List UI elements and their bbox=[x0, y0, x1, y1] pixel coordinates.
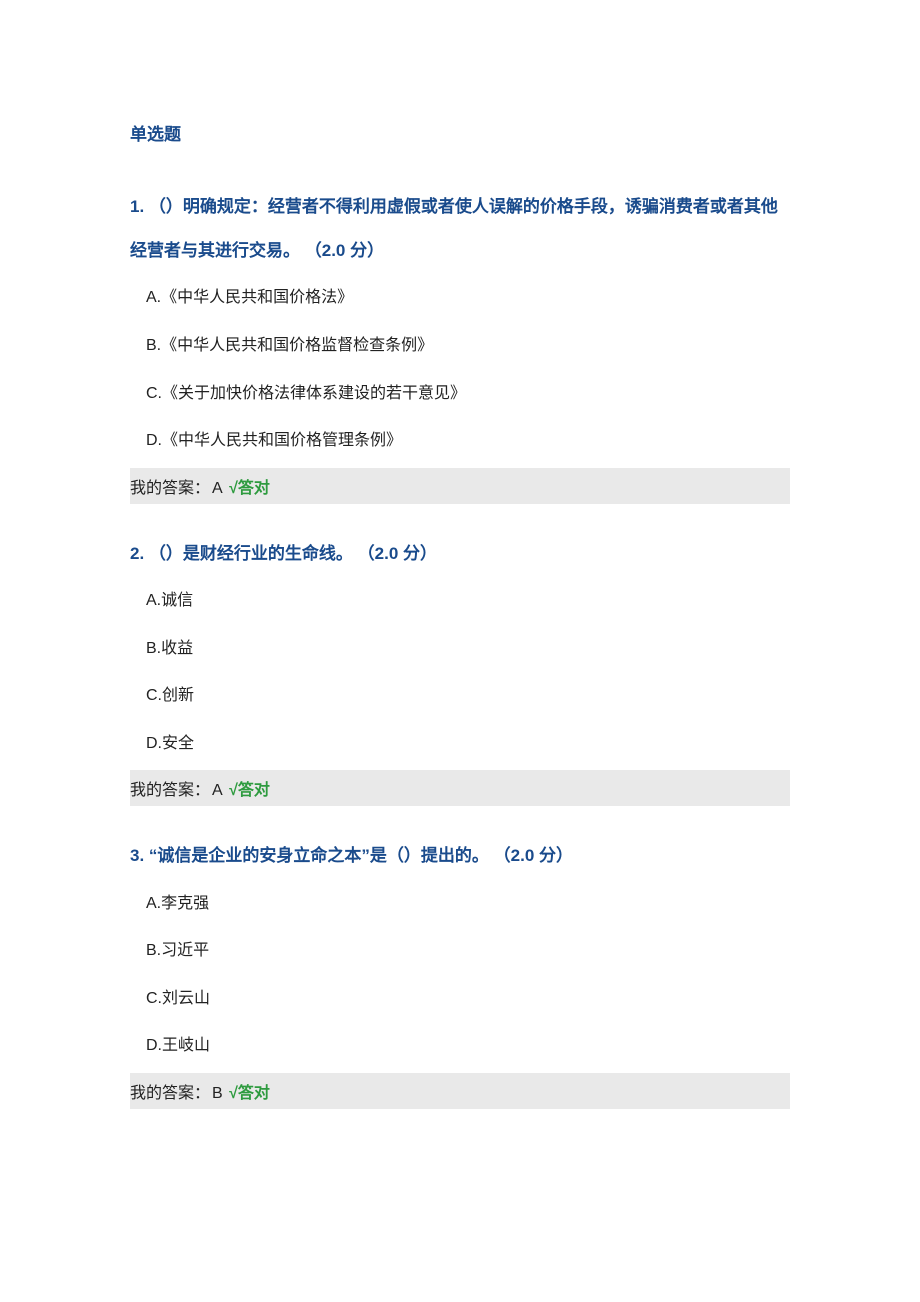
answer-value: A bbox=[212, 480, 223, 497]
question-text: 3. “诚信是企业的安身立命之本”是（）提出的。 （2.0 分） bbox=[130, 834, 790, 878]
option-item: A.诚信 bbox=[146, 588, 790, 614]
answer-result: 答对 bbox=[238, 782, 270, 799]
answer-result: 答对 bbox=[238, 480, 270, 497]
answer-result: 答对 bbox=[238, 1085, 270, 1102]
question-number: 1. bbox=[130, 197, 144, 216]
question-body: （）是财经行业的生命线。 bbox=[149, 544, 353, 563]
question-points: （2.0 分） bbox=[494, 846, 573, 865]
question-number: 2. bbox=[130, 544, 144, 563]
options-list: A.《中华人民共和国价格法》 B.《中华人民共和国价格监督检查条例》 C.《关于… bbox=[146, 285, 790, 453]
question-body: （）明确规定：经营者不得利用虚假或者使人误解的价格手段，诱骗消费者或者其他经营者… bbox=[130, 197, 778, 260]
question-points: （2.0 分） bbox=[358, 544, 437, 563]
option-item: D.王岐山 bbox=[146, 1033, 790, 1059]
answer-row: 我的答案：B √答对 bbox=[130, 1073, 790, 1109]
option-item: A.李克强 bbox=[146, 891, 790, 917]
option-item: B.收益 bbox=[146, 636, 790, 662]
option-item: C.创新 bbox=[146, 683, 790, 709]
answer-label: 我的答案： bbox=[130, 480, 210, 497]
question-text: 1. （）明确规定：经营者不得利用虚假或者使人误解的价格手段，诱骗消费者或者其他… bbox=[130, 185, 790, 273]
question-block: 3. “诚信是企业的安身立命之本”是（）提出的。 （2.0 分） A.李克强 B… bbox=[130, 834, 790, 1109]
option-item: D.《中华人民共和国价格管理条例》 bbox=[146, 428, 790, 454]
question-block: 2. （）是财经行业的生命线。 （2.0 分） A.诚信 B.收益 C.创新 D… bbox=[130, 532, 790, 807]
option-item: C.《关于加快价格法律体系建设的若干意见》 bbox=[146, 381, 790, 407]
option-item: B.习近平 bbox=[146, 938, 790, 964]
answer-row: 我的答案：A √答对 bbox=[130, 468, 790, 504]
check-icon: √ bbox=[229, 1085, 238, 1102]
section-title: 单选题 bbox=[130, 120, 790, 145]
option-item: D.安全 bbox=[146, 731, 790, 757]
options-list: A.诚信 B.收益 C.创新 D.安全 bbox=[146, 588, 790, 756]
check-icon: √ bbox=[229, 782, 238, 799]
answer-label: 我的答案： bbox=[130, 782, 210, 799]
question-points: （2.0 分） bbox=[305, 241, 384, 260]
option-item: B.《中华人民共和国价格监督检查条例》 bbox=[146, 333, 790, 359]
options-list: A.李克强 B.习近平 C.刘云山 D.王岐山 bbox=[146, 891, 790, 1059]
question-body: “诚信是企业的安身立命之本”是（）提出的。 bbox=[149, 846, 489, 865]
option-item: C.刘云山 bbox=[146, 986, 790, 1012]
question-number: 3. bbox=[130, 846, 144, 865]
answer-label: 我的答案： bbox=[130, 1085, 210, 1102]
question-text: 2. （）是财经行业的生命线。 （2.0 分） bbox=[130, 532, 790, 576]
option-item: A.《中华人民共和国价格法》 bbox=[146, 285, 790, 311]
answer-value: A bbox=[212, 782, 223, 799]
answer-value: B bbox=[212, 1085, 223, 1102]
check-icon: √ bbox=[229, 480, 238, 497]
question-block: 1. （）明确规定：经营者不得利用虚假或者使人误解的价格手段，诱骗消费者或者其他… bbox=[130, 185, 790, 504]
answer-row: 我的答案：A √答对 bbox=[130, 770, 790, 806]
